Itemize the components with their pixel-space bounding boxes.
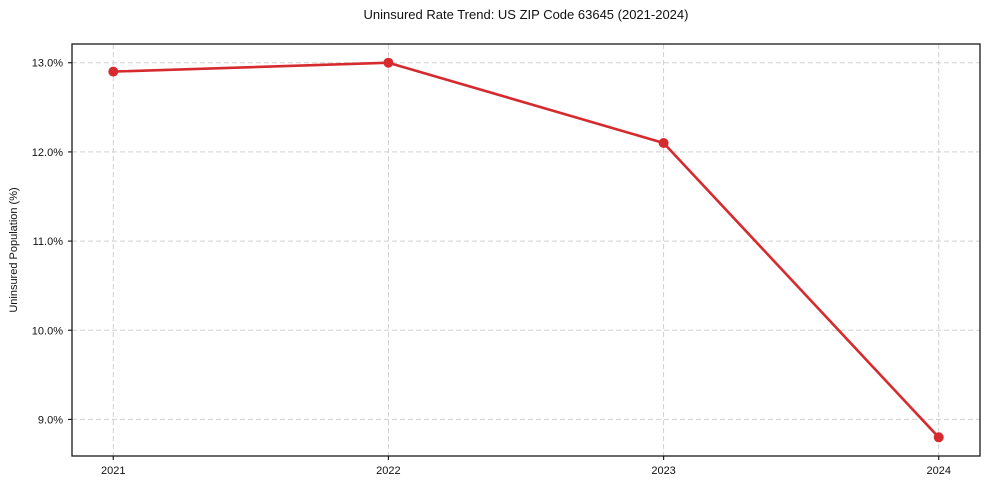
y-tick-label: 10.0% bbox=[32, 325, 63, 337]
y-tick-label: 9.0% bbox=[38, 414, 63, 426]
x-tick-label: 2024 bbox=[926, 465, 950, 477]
x-tick-label: 2023 bbox=[651, 465, 675, 477]
y-tick-label: 11.0% bbox=[33, 236, 64, 248]
y-tick-label: 12.0% bbox=[32, 147, 63, 159]
x-tick-label: 2021 bbox=[101, 465, 125, 477]
y-tick-label: 13.0% bbox=[32, 58, 63, 70]
data-point-2024 bbox=[933, 432, 944, 443]
x-tick-label: 2022 bbox=[376, 465, 400, 477]
trend-line bbox=[112, 61, 941, 439]
chart-title: Uninsured Rate Trend: US ZIP Code 63645 … bbox=[363, 7, 689, 22]
plot-border bbox=[71, 43, 981, 457]
data-point-2021 bbox=[108, 66, 119, 77]
data-point-2022 bbox=[383, 57, 394, 68]
data-point-2023 bbox=[658, 138, 669, 148]
